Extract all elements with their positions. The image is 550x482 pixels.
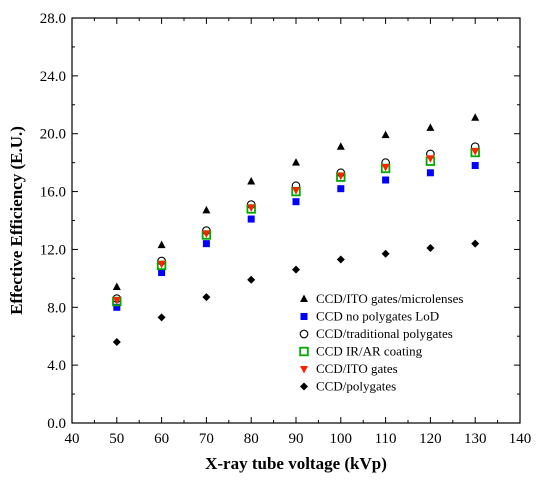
data-point [426, 123, 435, 131]
legend-marker [300, 382, 308, 391]
x-tick-label: 40 [65, 431, 80, 447]
x-axis-title: X-ray tube voltage (kVp) [205, 454, 387, 473]
data-point [158, 269, 166, 277]
data-point [247, 204, 256, 212]
legend-marker [299, 346, 309, 357]
data-point [381, 163, 390, 172]
data-point [471, 113, 480, 121]
legend-marker [300, 313, 308, 320]
data-point [202, 230, 211, 239]
data-point [336, 142, 345, 150]
data-point [247, 275, 256, 284]
data-point [426, 155, 435, 163]
x-tick-label: 80 [244, 431, 259, 447]
legend-marker [299, 329, 309, 339]
y-axis-title: Effective Efficiency (E.U.) [7, 126, 26, 315]
y-tick-label: 20.0 [40, 127, 66, 143]
data-point [292, 198, 300, 206]
data-point [113, 303, 121, 311]
y-tick-label: 12.0 [40, 242, 66, 258]
data-point [112, 297, 121, 305]
data-point [336, 172, 345, 181]
data-point [202, 240, 210, 248]
y-tick-label: 4.0 [47, 358, 66, 374]
x-tick-label: 50 [109, 431, 124, 447]
legend-label: CCD/ITO gates [316, 361, 398, 376]
legend-marker [300, 294, 308, 302]
legend-label: CCD/ITO gates/microlenses [316, 291, 463, 306]
legend-label: CCD no polygates LoD [316, 309, 439, 324]
data-point [292, 158, 300, 166]
data-point [157, 260, 166, 269]
data-point [157, 313, 166, 322]
y-tick-label: 24.0 [40, 69, 66, 85]
y-tick-label: 8.0 [47, 300, 66, 316]
data-point [202, 293, 211, 302]
legend-label: CCD/polygates [316, 379, 396, 394]
data-point [381, 130, 390, 139]
data-point [157, 240, 166, 249]
x-tick-label: 60 [154, 431, 169, 447]
data-point [247, 176, 256, 185]
x-tick-label: 110 [375, 431, 397, 447]
data-point [471, 239, 480, 248]
legend-label: CCD IR/AR coating [316, 344, 423, 359]
data-point [471, 148, 480, 156]
x-tick-label: 140 [509, 431, 532, 447]
data-point [426, 243, 435, 252]
data-point [426, 169, 434, 177]
data-points [112, 113, 480, 346]
x-tick-label: 100 [330, 431, 353, 447]
x-tick-label: 90 [289, 431, 304, 447]
x-tick-label: 120 [419, 431, 442, 447]
data-point [292, 187, 300, 195]
data-point [292, 265, 300, 274]
plot-frame [71, 17, 521, 424]
axis-ticks: 40 50 60 70 80 90 100 110 120 130 140 0.0 4.0 8.0 12.0… [40, 11, 532, 447]
y-tick-label: 16.0 [40, 185, 66, 201]
data-point [336, 255, 345, 264]
x-tick-label: 130 [464, 431, 487, 447]
legend-marker [300, 366, 308, 374]
y-tick-label: 0.0 [47, 416, 66, 432]
data-point [381, 249, 390, 258]
x-tick-label: 70 [199, 431, 214, 447]
data-point [471, 162, 479, 170]
data-point [337, 185, 345, 193]
data-point [247, 215, 255, 223]
legend-label: CCD/traditional polygates [316, 326, 453, 341]
data-point [112, 338, 121, 346]
y-tick-label: 28.0 [40, 11, 66, 27]
data-point [202, 205, 211, 214]
data-point [382, 176, 390, 184]
legend: CCD/ITO gates/microlenses CCD no polygate… [299, 291, 463, 394]
data-point [112, 282, 121, 291]
